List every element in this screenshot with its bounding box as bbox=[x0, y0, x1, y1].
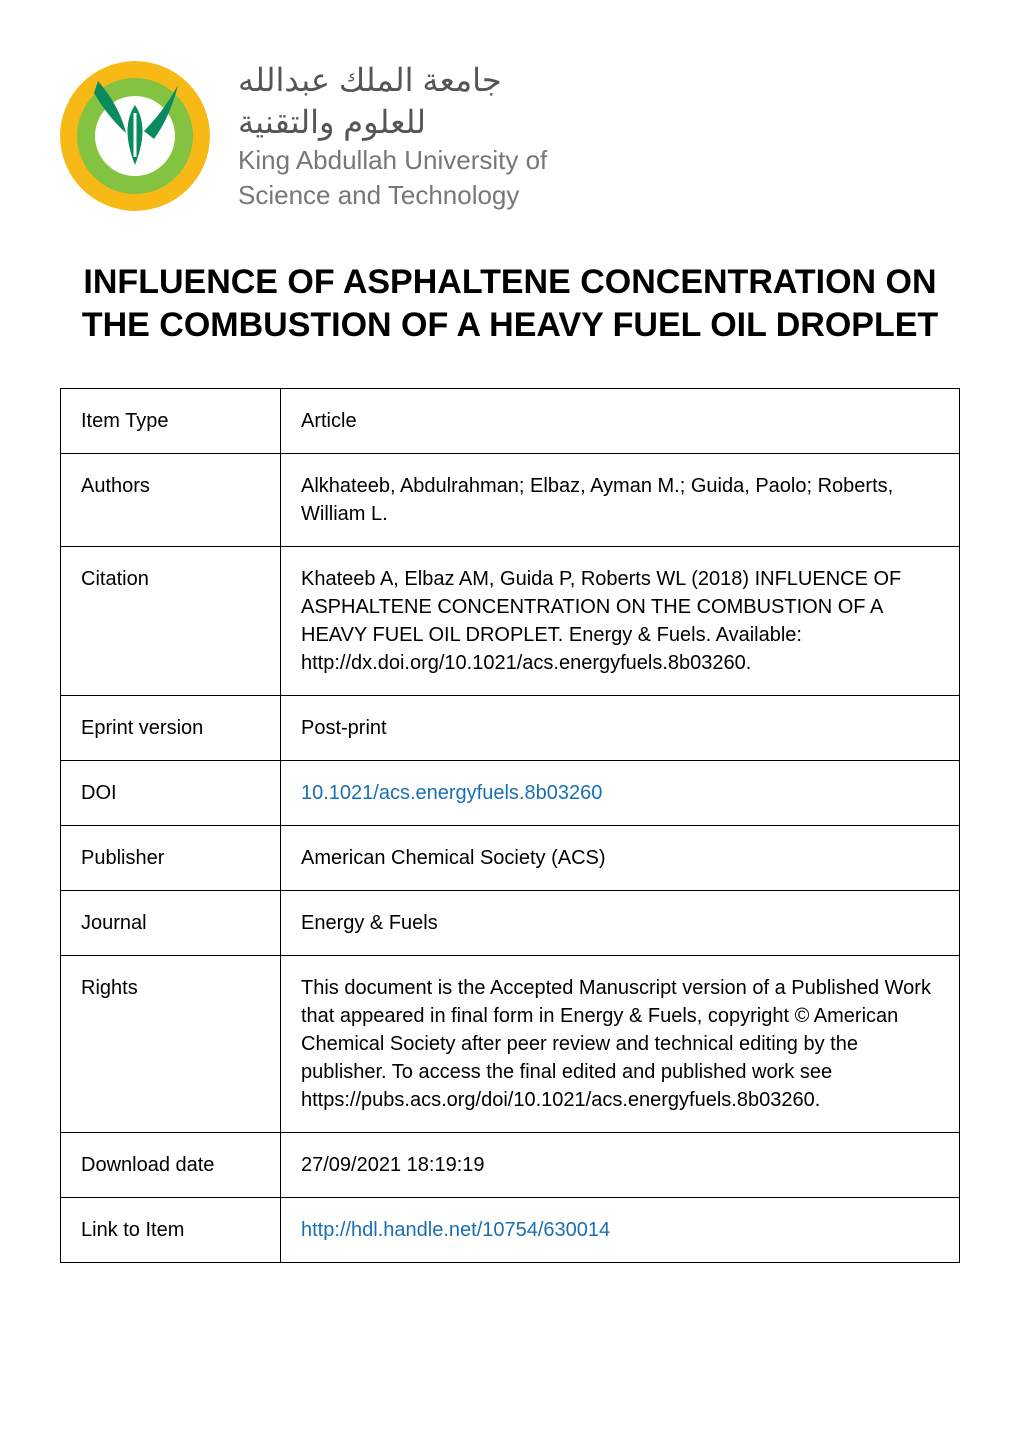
table-row: AuthorsAlkhateeb, Abdulrahman; Elbaz, Ay… bbox=[61, 454, 960, 547]
table-row: DOI 10.1021/acs.energyfuels.8b03260 bbox=[61, 761, 960, 826]
metadata-key: Rights bbox=[61, 956, 281, 1133]
metadata-value: Alkhateeb, Abdulrahman; Elbaz, Ayman M.;… bbox=[281, 454, 960, 547]
table-row: Item TypeArticle bbox=[61, 389, 960, 454]
metadata-value: http://hdl.handle.net/10754/630014 bbox=[281, 1198, 960, 1263]
metadata-key: Citation bbox=[61, 547, 281, 696]
metadata-value: Article bbox=[281, 389, 960, 454]
institution-logo bbox=[60, 61, 210, 211]
metadata-key: Journal bbox=[61, 891, 281, 956]
metadata-value: Khateeb A, Elbaz AM, Guida P, Roberts WL… bbox=[281, 547, 960, 696]
institution-name-english-1: King Abdullah University of bbox=[238, 144, 547, 177]
table-row: Download date27/09/2021 18:19:19 bbox=[61, 1133, 960, 1198]
table-row: PublisherAmerican Chemical Society (ACS) bbox=[61, 826, 960, 891]
metadata-value: This document is the Accepted Manuscript… bbox=[281, 956, 960, 1133]
metadata-link[interactable]: http://hdl.handle.net/10754/630014 bbox=[301, 1219, 610, 1241]
institution-text: جامعة الملك عبدالله للعلوم والتقنية King… bbox=[238, 60, 547, 211]
table-row: CitationKhateeb A, Elbaz AM, Guida P, Ro… bbox=[61, 547, 960, 696]
institution-name-arabic-2: للعلوم والتقنية bbox=[238, 102, 547, 142]
metadata-key: Authors bbox=[61, 454, 281, 547]
metadata-value: American Chemical Society (ACS) bbox=[281, 826, 960, 891]
metadata-key: Publisher bbox=[61, 826, 281, 891]
institution-name-english-2: Science and Technology bbox=[238, 179, 547, 212]
table-row: RightsThis document is the Accepted Manu… bbox=[61, 956, 960, 1133]
table-row: Eprint versionPost-print bbox=[61, 696, 960, 761]
metadata-value: 27/09/2021 18:19:19 bbox=[281, 1133, 960, 1198]
metadata-link[interactable]: 10.1021/acs.energyfuels.8b03260 bbox=[301, 782, 602, 804]
metadata-table: Item TypeArticleAuthorsAlkhateeb, Abdulr… bbox=[60, 388, 960, 1263]
metadata-value: 10.1021/acs.energyfuels.8b03260 bbox=[281, 761, 960, 826]
page-title: INFLUENCE OF ASPHALTENE CONCENTRATION ON… bbox=[60, 261, 960, 346]
table-row: Link to Item http://hdl.handle.net/10754/… bbox=[61, 1198, 960, 1263]
table-row: JournalEnergy & Fuels bbox=[61, 891, 960, 956]
metadata-value: Post-print bbox=[281, 696, 960, 761]
metadata-key: Link to Item bbox=[61, 1198, 281, 1263]
metadata-key: Eprint version bbox=[61, 696, 281, 761]
metadata-key: Download date bbox=[61, 1133, 281, 1198]
metadata-key: DOI bbox=[61, 761, 281, 826]
metadata-value: Energy & Fuels bbox=[281, 891, 960, 956]
metadata-key: Item Type bbox=[61, 389, 281, 454]
institution-name-arabic-1: جامعة الملك عبدالله bbox=[238, 60, 547, 100]
header: جامعة الملك عبدالله للعلوم والتقنية King… bbox=[60, 60, 960, 211]
